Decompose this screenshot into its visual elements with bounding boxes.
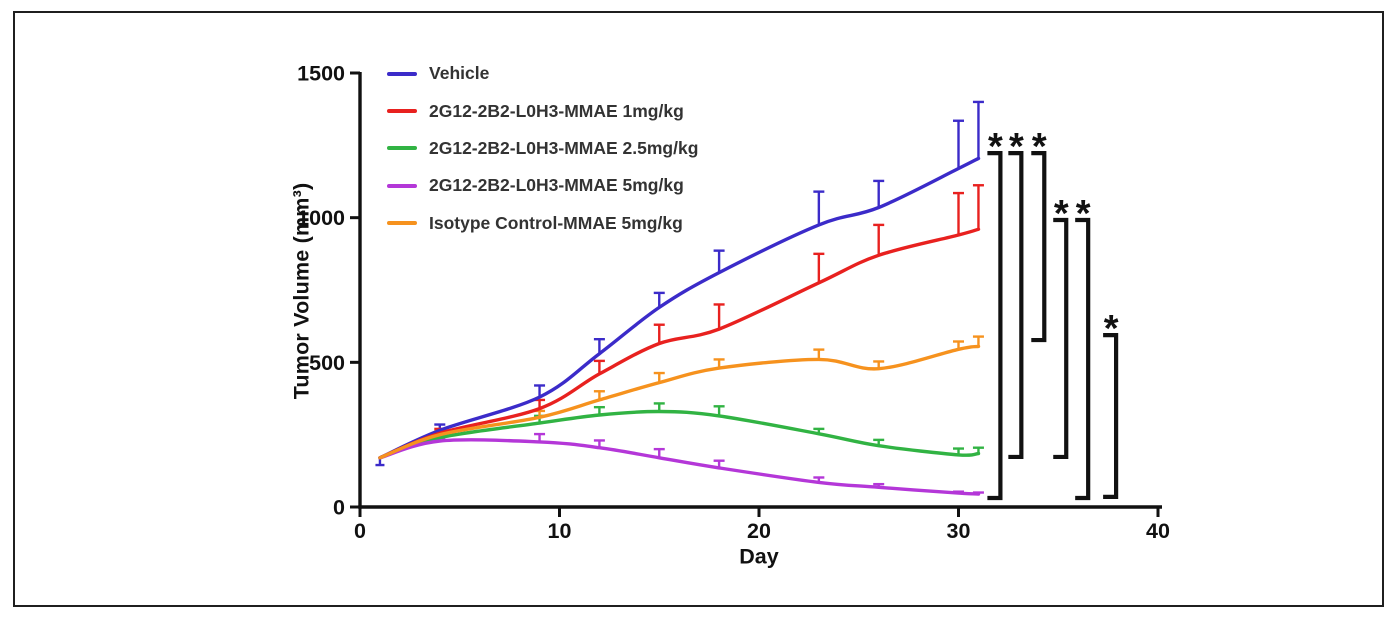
significance-bracket	[1103, 333, 1119, 499]
legend-swatch-2p5mgkg	[387, 146, 417, 151]
series-line	[378, 409, 981, 460]
legend-label-vehicle: Vehicle	[429, 63, 490, 84]
legend-item-1mgkg: 2G12-2B2-L0H3-MMAE 1mg/kg	[387, 92, 698, 129]
significance-star: *	[1054, 193, 1069, 235]
series-line	[378, 438, 981, 496]
significance-star: *	[1032, 126, 1047, 168]
x-tick-label: 40	[1146, 519, 1170, 543]
significance-bracket	[1031, 151, 1047, 343]
legend-label-1mgkg: 2G12-2B2-L0H3-MMAE 1mg/kg	[429, 100, 684, 121]
legend-swatch-5mgkg	[387, 183, 417, 188]
x-tick-label: 0	[354, 519, 366, 543]
y-tick-label: 1500	[297, 62, 345, 86]
y-axis-title: Tumor Volume (mm³)	[289, 182, 314, 400]
significance-star: *	[988, 126, 1003, 168]
x-tick-label: 10	[548, 519, 572, 543]
x-axis-title: Day	[739, 544, 779, 569]
series-line	[378, 156, 981, 460]
y-tick-label: 0	[333, 496, 345, 520]
significance-star: *	[1104, 308, 1119, 350]
legend-item-vehicle: Vehicle	[387, 55, 698, 92]
series-line	[378, 227, 981, 460]
x-tick-label: 30	[947, 519, 971, 543]
legend-swatch-1mgkg	[387, 109, 417, 114]
significance-bracket	[1053, 217, 1069, 460]
legend-swatch-vehicle	[387, 71, 417, 76]
y-tick-label: 500	[309, 351, 345, 375]
legend-item-isotype: Isotype Control-MMAE 5mg/kg	[387, 205, 698, 242]
legend-label-5mgkg: 2G12-2B2-L0H3-MMAE 5mg/kg	[429, 175, 684, 196]
significance-bracket	[1008, 151, 1024, 460]
x-tick-label: 20	[747, 519, 771, 543]
significance-star: *	[1009, 126, 1024, 168]
legend-swatch-isotype	[387, 221, 417, 226]
legend-item-2p5mgkg: 2G12-2B2-L0H3-MMAE 2.5mg/kg	[387, 130, 698, 167]
legend-label-2p5mgkg: 2G12-2B2-L0H3-MMAE 2.5mg/kg	[429, 137, 699, 158]
significance-bracket	[987, 151, 1003, 501]
significance-star: *	[1076, 193, 1091, 235]
y-tick-label: 1000	[297, 206, 345, 230]
legend-label-isotype: Isotype Control-MMAE 5mg/kg	[429, 212, 683, 233]
legend-item-5mgkg: 2G12-2B2-L0H3-MMAE 5mg/kg	[387, 167, 698, 204]
chart-legend: Vehicle 2G12-2B2-L0H3-MMAE 1mg/kg 2G12-2…	[387, 55, 698, 242]
significance-bracket	[1075, 217, 1091, 501]
series-line	[378, 344, 981, 460]
